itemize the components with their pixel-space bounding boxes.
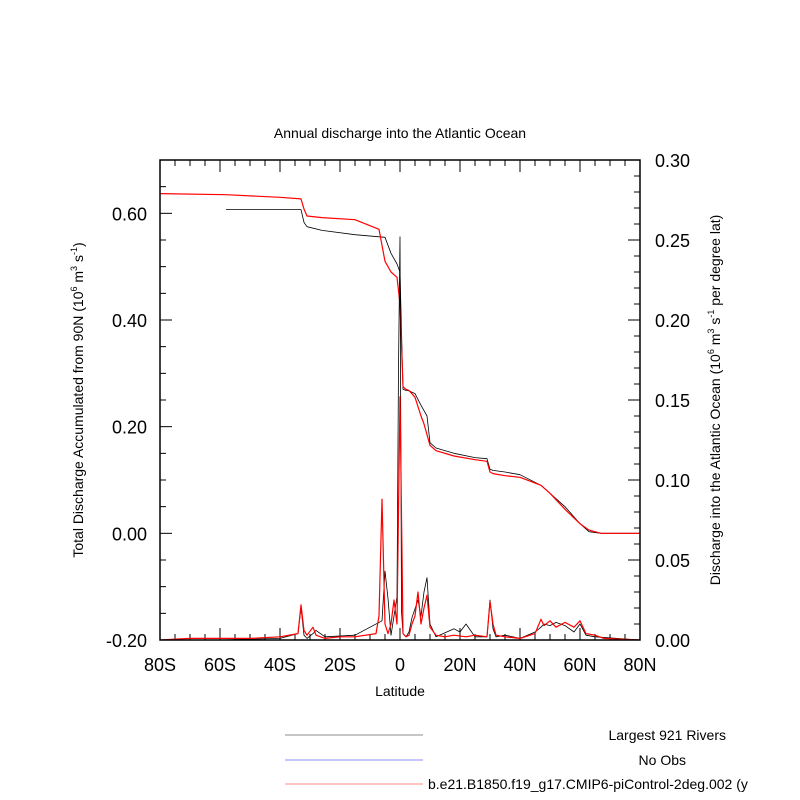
y-left-tick-label: 0.00	[112, 524, 147, 544]
y-right-tick-label: 0.20	[655, 311, 690, 331]
y-axis-label-right: Discharge into the Atlantic Ocean (106 m…	[706, 215, 723, 586]
series-lines	[159, 193, 641, 641]
accumulated-line-0	[226, 209, 640, 534]
tick-labels: 80S 60S 40S 20S 0 20N 40N 60N 80N -0.20 0.00 0.20 0.…	[106, 151, 690, 675]
y-left-tick-label: 0.20	[112, 418, 147, 438]
y-right-sup-1: 6	[706, 349, 716, 354]
x-tick-label: 60S	[204, 655, 236, 675]
y-right-tick-label: 0.00	[655, 631, 690, 651]
y-left-sup-1: 6	[69, 287, 79, 292]
legend-label: No Obs	[639, 752, 686, 768]
x-tick-label: 40S	[264, 655, 296, 675]
y-left-tick-label: 0.60	[112, 204, 147, 224]
y-left-label-mid-2: s	[70, 255, 86, 266]
accumulated-line-1	[159, 193, 640, 534]
y-right-tick-label: 0.15	[655, 391, 690, 411]
legend-label: b.e21.B1850.f19_g17.CMIP6-piControl-2deg…	[428, 776, 748, 792]
y-right-label-end: per degree lat)	[707, 215, 723, 310]
x-tick-label: 0	[395, 655, 405, 675]
y-left-sup-2: 3	[69, 266, 79, 271]
y-right-tick-label: 0.25	[655, 231, 690, 251]
y-right-sup-3: -1	[706, 310, 716, 318]
y-right-sup-2: 3	[706, 329, 716, 334]
chart-title: Annual discharge into the Atlantic Ocean	[274, 125, 526, 141]
y-left-label-end: )	[70, 242, 86, 247]
y-left-tick-label: 0.40	[112, 311, 147, 331]
plot-frame	[159, 159, 641, 641]
y-right-tick-label: 0.05	[655, 551, 690, 571]
y-left-label-start: Total Discharge Accumulated from 90N (10	[70, 291, 86, 557]
discharge-line-2	[219, 236, 641, 641]
y-right-tick-label: 0.10	[655, 471, 690, 491]
x-tick-label: 20S	[324, 655, 356, 675]
x-axis-label: Latitude	[375, 683, 425, 699]
y-left-tick-label: -0.20	[106, 631, 147, 651]
x-tick-label: 40N	[503, 655, 536, 675]
y-right-tick-label: 0.30	[655, 151, 690, 171]
legend: Largest 921 Rivers No Obs b.e21.B1850.f19_…	[285, 727, 748, 792]
legend-label: Largest 921 Rivers	[608, 727, 726, 743]
x-tick-label: 80N	[623, 655, 656, 675]
y-left-label-mid-1: m	[70, 271, 86, 287]
y-left-sup-3: -1	[69, 247, 79, 255]
discharge-line-3	[159, 396, 641, 641]
y-right-label-mid-2: s	[707, 318, 723, 329]
x-tick-label: 60N	[563, 655, 596, 675]
y-right-label-mid-1: m	[707, 334, 723, 350]
y-right-label-start: Discharge into the Atlantic Ocean (10	[707, 354, 723, 585]
x-tick-label: 80S	[144, 655, 176, 675]
y-axis-label-left: Total Discharge Accumulated from 90N (10…	[69, 242, 86, 557]
x-tick-label: 20N	[443, 655, 476, 675]
